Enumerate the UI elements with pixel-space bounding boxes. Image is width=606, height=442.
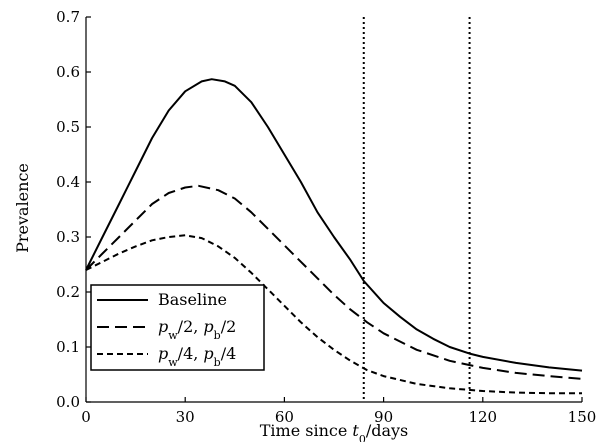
x-axis-title-pre: Time since <box>260 421 353 440</box>
y-ticks: 0.0 0.1 0.2 0.3 0.4 0.5 0.6 0.7 <box>56 8 91 411</box>
x-ticks: 0 30 60 90 120 150 <box>81 397 596 426</box>
legend-half-sub2: b <box>214 329 221 342</box>
y-axis-title: Prevalence <box>13 163 32 253</box>
x-tick-label: 90 <box>374 408 393 426</box>
x-tick-label: 60 <box>275 408 294 426</box>
legend-label-quarter: pw/4, pb/4 <box>158 344 236 369</box>
y-tick-label: 0.1 <box>56 338 80 356</box>
y-tick-label: 0.4 <box>56 173 80 191</box>
axes <box>85 17 582 403</box>
legend-half-post: /2 <box>221 317 237 336</box>
x-axis-title: Time since t0/days <box>260 421 409 442</box>
y-tick-label: 0.0 <box>56 393 80 411</box>
x-axis-title-var: t <box>352 421 359 440</box>
series-lines <box>85 78 583 395</box>
x-tick-label: 0 <box>81 408 91 426</box>
legend-quarter-var1: p <box>158 344 168 363</box>
x-axis-title-sub: 0 <box>359 433 366 442</box>
series-line-half <box>85 184 583 380</box>
x-tick-label: 120 <box>468 408 497 426</box>
y-tick-label: 0.3 <box>56 228 80 246</box>
legend-quarter-mid: /4, <box>178 344 204 363</box>
series-line-quarter <box>85 234 582 395</box>
legend-quarter-sub1: w <box>168 356 178 369</box>
vertical-markers <box>362 17 471 402</box>
x-tick-label: 150 <box>568 408 597 426</box>
legend-label-half: pw/2, pb/2 <box>158 317 236 342</box>
legend-half-var1: p <box>158 317 168 336</box>
x-axis-title-post: /days <box>366 421 408 440</box>
legend-quarter-var2: p <box>203 344 213 363</box>
legend-quarter-post: /4 <box>221 344 237 363</box>
legend: Baseline pw/2, pb/2 pw/4, pb/4 <box>90 284 265 371</box>
legend-label-baseline: Baseline <box>158 290 227 309</box>
legend-half-sub1: w <box>168 329 178 342</box>
y-tick-label: 0.7 <box>56 8 80 26</box>
legend-half-mid: /2, <box>178 317 204 336</box>
y-tick-label: 0.5 <box>56 118 80 136</box>
x-tick-label: 30 <box>176 408 195 426</box>
series-line-baseline <box>85 78 583 372</box>
legend-quarter-sub2: b <box>214 356 221 369</box>
y-tick-label: 0.2 <box>56 283 80 301</box>
legend-half-var2: p <box>203 317 213 336</box>
y-tick-label: 0.6 <box>56 63 80 81</box>
